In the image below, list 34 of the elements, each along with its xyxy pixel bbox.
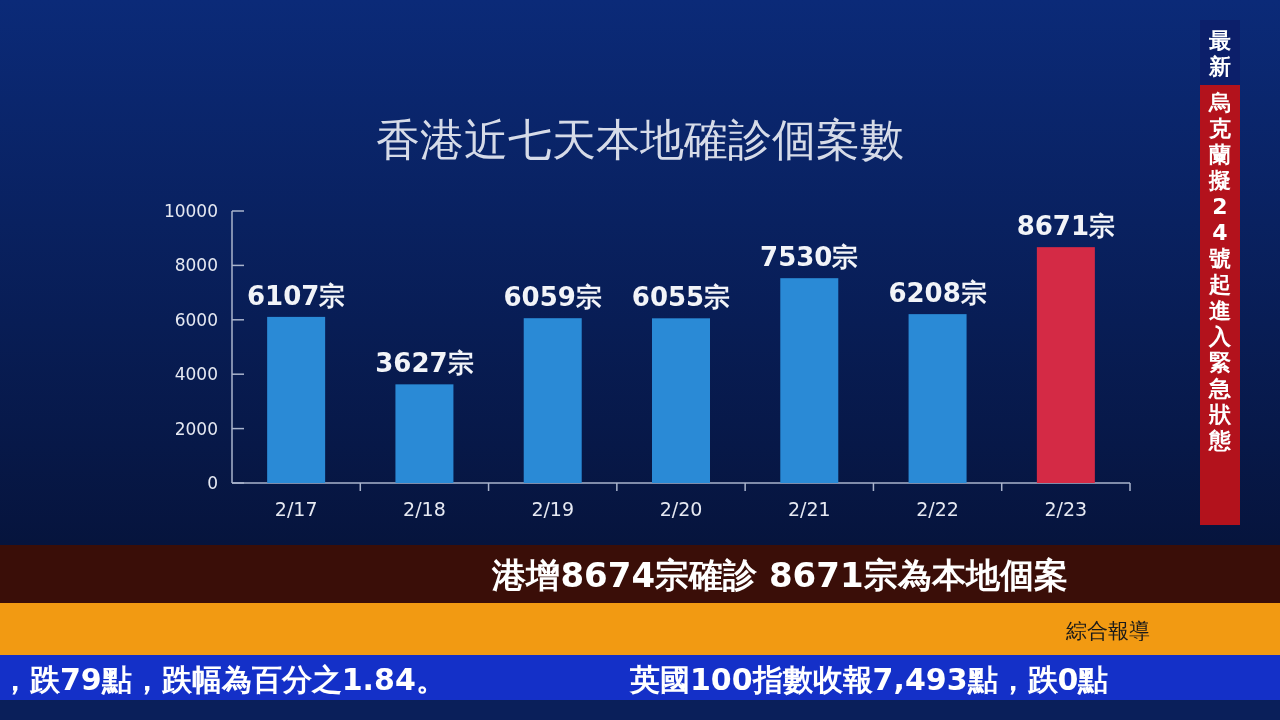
bar (267, 316, 326, 483)
data-label: 6059宗 (503, 282, 602, 313)
bar (652, 318, 710, 483)
text: 最新 (1208, 28, 1231, 79)
bar (908, 314, 967, 483)
bar (395, 384, 454, 483)
y-tick-label: 2000 (174, 418, 218, 439)
text: 綜合報導 (1065, 619, 1150, 643)
x-tick-label: 2/21 (787, 498, 831, 520)
data-label: 7530宗 (760, 242, 859, 273)
text: 烏克蘭擬24號起進入緊急狀態 (1209, 90, 1231, 453)
x-tick-label: 2/18 (403, 498, 446, 520)
x-tick-label: 2/17 (274, 498, 318, 520)
text: ，跌79點，跌幅為百分之1.84。 (0, 662, 446, 697)
bar (780, 278, 839, 483)
x-tick-label: 2/22 (916, 498, 959, 520)
data-label: 6055宗 (631, 282, 731, 313)
chart-title: 香港近七天本地確診個案數 (376, 114, 904, 165)
x-tick-label: 2/23 (1044, 498, 1088, 520)
text: 英國100指數收報7,493點，跌0點 (629, 662, 1109, 697)
data-label: 6208宗 (888, 278, 987, 309)
bar (1036, 247, 1095, 483)
data-label: 3627宗 (375, 348, 474, 379)
x-tick-label: 2/20 (659, 498, 703, 520)
y-tick-label: 8000 (174, 255, 218, 276)
data-label: 6107宗 (246, 280, 346, 311)
y-tick-label: 4000 (174, 364, 218, 385)
y-tick-label: 0 (207, 473, 218, 493)
data-label: 8671宗 (1016, 211, 1116, 242)
y-tick-label: 6000 (174, 309, 218, 330)
y-tick-label: 10000 (163, 201, 218, 221)
text: 港增8674宗確診 8671宗為本地個案 (491, 555, 1068, 595)
bar (523, 318, 582, 483)
x-tick-label: 2/19 (531, 498, 575, 520)
